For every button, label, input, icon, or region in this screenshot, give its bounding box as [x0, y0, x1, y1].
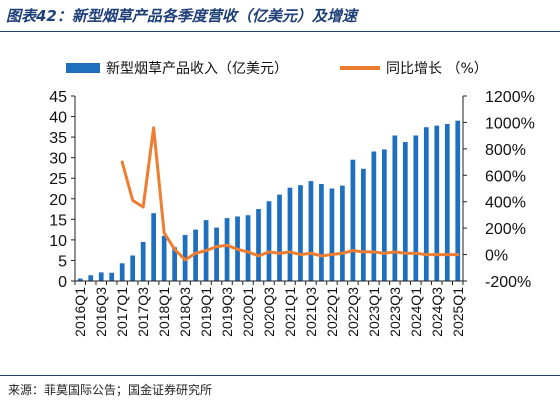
x-tick-label: 2020Q3 [261, 287, 277, 337]
bar-series [77, 120, 461, 282]
x-tick-label: 2017Q3 [135, 287, 151, 337]
right-y-tick-label: 1000% [485, 115, 535, 132]
right-y-tick-label: -200% [485, 274, 531, 291]
bar-2020Q2 [256, 209, 261, 281]
left-y-tick-label: 10 [49, 233, 67, 250]
bar-2024Q1 [413, 135, 419, 281]
bar-2018Q1 [161, 235, 167, 281]
x-tick-label: 2020Q1 [240, 287, 256, 337]
x-axis-labels: 2016Q1 2016Q3 2017Q1 2017Q3 2018Q1 2018Q3 2019… [72, 287, 466, 337]
bar-2023Q4 [402, 142, 408, 281]
right-y-tick-label: 400% [485, 195, 526, 212]
x-tick-label: 2018Q3 [177, 287, 193, 337]
source-divider [0, 375, 560, 376]
legend-bar-swatch [66, 63, 100, 73]
growth-line-series [120, 126, 460, 262]
x-tick-label: 2024Q3 [429, 287, 445, 337]
bar-2019Q3 [224, 218, 230, 281]
x-tick-label: 2017Q1 [114, 287, 130, 337]
x-tick-label: 2016Q3 [93, 287, 109, 337]
bar-2017Q2 [130, 255, 136, 281]
x-tick-label: 2019Q3 [219, 287, 235, 337]
legend-line-label: 同比增长 （%） [386, 61, 488, 77]
right-y-tick-label: 800% [485, 142, 526, 159]
right-y-axis-labels: -200% 0% 200% 400% 600% 800% 1000% 1200% [485, 89, 535, 291]
bar-2023Q2 [381, 149, 387, 281]
x-tick-label: 2025Q1 [450, 287, 466, 337]
bar-2024Q3 [434, 125, 440, 281]
left-y-tick-label: 40 [49, 110, 67, 127]
left-y-tick-label: 5 [58, 253, 67, 270]
bar-2020Q4 [277, 194, 282, 281]
bar-2016Q2 [88, 275, 94, 281]
bar-2021Q2 [298, 185, 303, 281]
bar-2023Q1 [371, 151, 377, 281]
bar-2020Q3 [266, 201, 272, 281]
bar-2017Q1 [119, 263, 125, 281]
bar-2021Q3 [308, 181, 314, 281]
x-tick-label: 2024Q1 [408, 287, 424, 337]
left-y-tick-label: 30 [49, 151, 67, 168]
left-y-tick-label: 45 [49, 89, 67, 106]
bar-2022Q2 [340, 185, 345, 281]
figure-title: 图表42：新型烟草产品各季度营收（亿美元）及增速 [6, 7, 357, 25]
x-tick-label: 2023Q1 [366, 287, 382, 337]
bar-2021Q4 [319, 183, 324, 281]
bar-2025Q1 [455, 120, 461, 281]
left-y-axis-labels: 0 5 10 15 20 25 30 35 40 45 [49, 89, 67, 291]
x-tick-label: 2019Q1 [198, 287, 214, 337]
right-y-tick-label: 1200% [485, 89, 535, 106]
chart: 新型烟草产品收入（亿美元） 同比增长 （%） 0 5 10 15 20 25 30 35 40 4… [49, 61, 535, 337]
bar-2017Q4 [151, 213, 157, 281]
growth-line [120, 126, 460, 262]
bar-2019Q2 [214, 227, 219, 281]
bar-2021Q1 [287, 187, 293, 281]
left-y-tick-label: 25 [49, 171, 67, 188]
legend: 新型烟草产品收入（亿美元） 同比增长 （%） [66, 61, 488, 77]
left-y-tick-label: 20 [49, 192, 67, 209]
x-tick-label: 2021Q1 [282, 287, 298, 337]
x-tick-label: 2022Q1 [324, 287, 340, 337]
bar-2024Q4 [444, 123, 450, 282]
bar-2022Q1 [329, 188, 335, 281]
left-y-tick-label: 35 [49, 130, 67, 147]
bar-2018Q4 [193, 229, 198, 281]
title-divider [0, 31, 560, 32]
bar-2022Q3 [350, 159, 356, 281]
left-y-tick-label: 0 [58, 274, 67, 291]
x-tick-label: 2016Q1 [72, 287, 88, 337]
bar-2023Q3 [392, 135, 398, 281]
bar-2016Q4 [109, 272, 115, 281]
bar-2017Q3 [140, 241, 146, 281]
right-y-tick-label: 600% [485, 168, 526, 185]
figure-source: 来源：菲莫国际公告；国金证券研究所 [8, 383, 213, 397]
x-tick-label: 2018Q1 [156, 287, 172, 337]
bar-2024Q2 [423, 127, 429, 282]
bar-2018Q2 [172, 247, 177, 281]
x-tick-label: 2023Q3 [387, 287, 403, 337]
bar-2016Q1 [77, 278, 83, 281]
right-y-tick-label: 200% [485, 221, 526, 238]
bar-2016Q3 [98, 272, 104, 281]
left-y-tick-label: 15 [49, 212, 67, 229]
right-y-tick-label: 0% [485, 248, 508, 265]
axes [71, 95, 467, 285]
bar-2020Q1 [245, 215, 251, 281]
x-tick-label: 2022Q3 [345, 287, 361, 337]
legend-bar-label: 新型烟草产品收入（亿美元） [106, 61, 288, 77]
bar-2022Q4 [361, 168, 366, 281]
x-tick-label: 2021Q3 [303, 287, 319, 337]
